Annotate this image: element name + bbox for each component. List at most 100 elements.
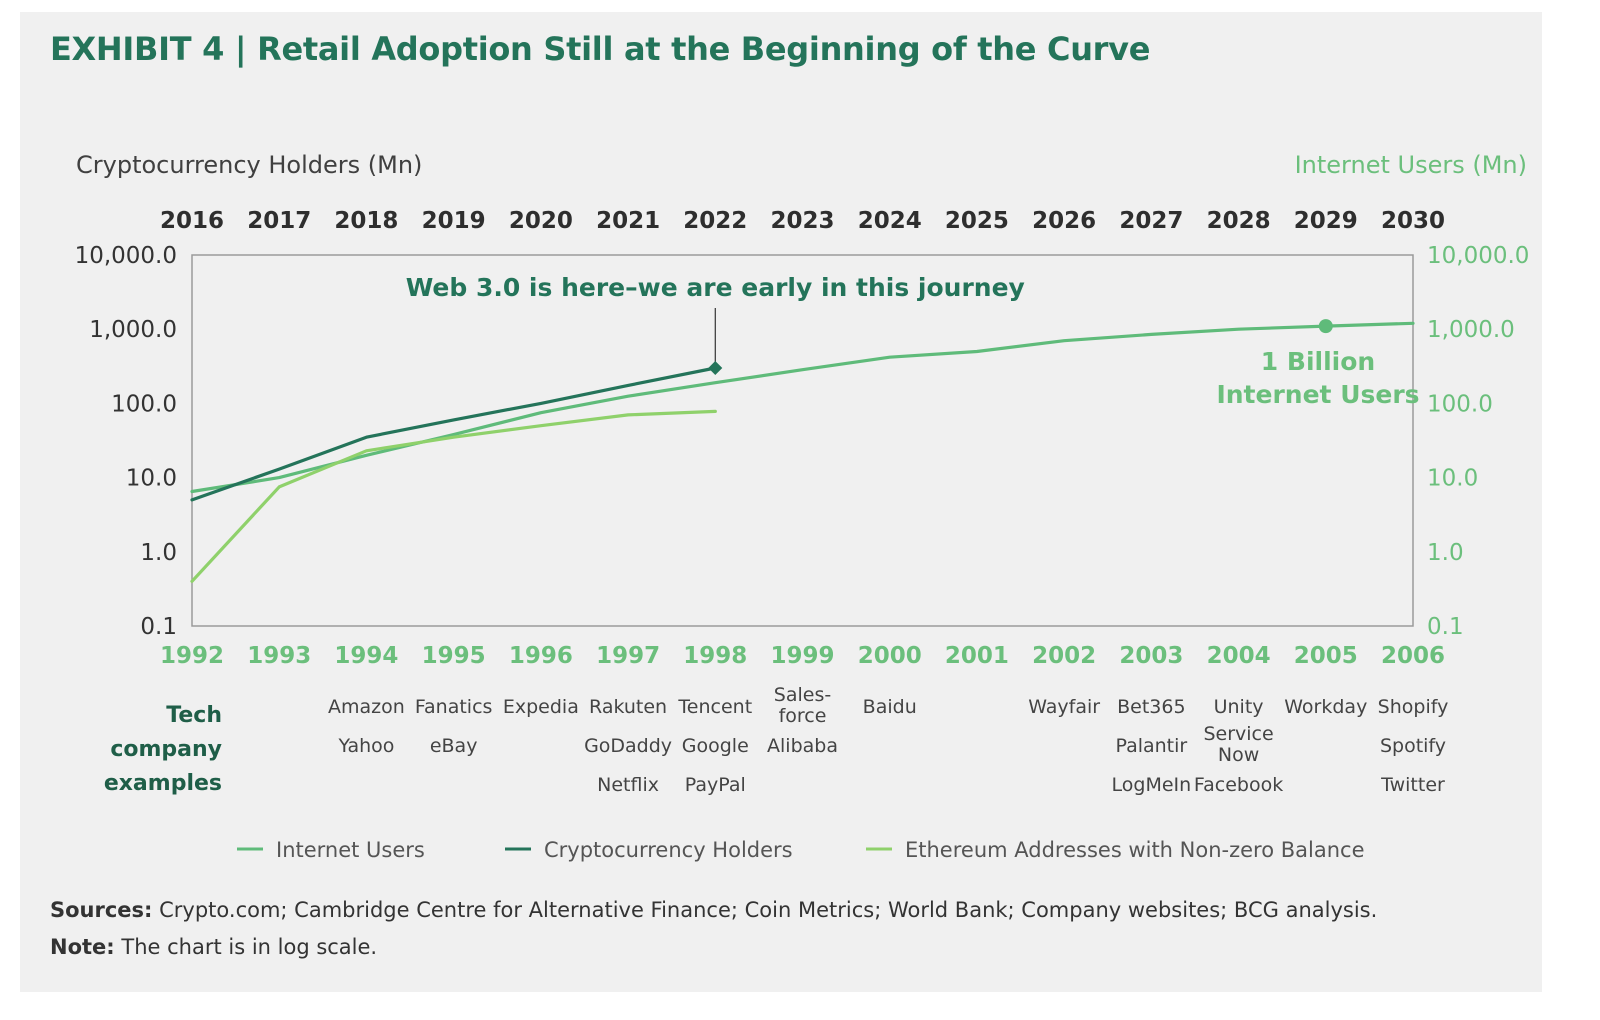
company-name: GoDaddy [584,735,672,757]
internet-users-line [190,321,1415,494]
top-year-tick-2027: 2027 [1119,208,1183,234]
web3-marker [708,360,723,375]
company-name: Wayfair [1028,696,1100,718]
company-name: Spotify [1380,735,1446,757]
left-value-tick: 10,000.0 [75,243,177,269]
bottom-year-tick-1993: 1993 [247,643,311,669]
one-billion-marker [1318,319,1333,334]
web3-annotation: Web 3.0 is here–we are early in this jou… [406,273,1025,302]
company-row-label: company [110,737,222,762]
sources-label: Sources: [50,898,153,922]
company-name: Tencent [677,696,752,718]
top-year-tick-2025: 2025 [945,208,1009,234]
note-label: Note: [50,935,115,959]
company-name: Amazon [328,696,405,718]
tech-company-examples: Tech company examples Amazon Yahoo Fanatics eB… [104,684,1449,796]
one-billion-annotation-line: Internet Users [1216,380,1419,409]
bottom-year-tick-2005: 2005 [1294,643,1358,669]
legend-label: Cryptocurrency Holders [544,838,793,862]
bottom-year-tick-1992: 1992 [160,643,224,669]
company-name: Expedia [503,696,579,718]
bottom-year-axis: 1992 1993 1994 1995 1996 1997 1998 1999 2000 2001… [160,643,1445,669]
ethereum-addresses-line [190,409,717,583]
right-value-tick: 10,000.0 [1427,243,1529,269]
company-name: Netflix [597,774,659,796]
chart-legend: Internet Users Cryptocurrency Holders Ethe… [237,838,1365,862]
sources-line: Sources: Crypto.com; Cambridge Centre fo… [50,898,1377,922]
top-year-tick-2028: 2028 [1207,208,1271,234]
legend-label: Ethereum Addresses with Non-zero Balance [905,838,1365,862]
company-name: Facebook [1194,774,1283,796]
company-name: Palantir [1115,735,1187,757]
left-value-tick: 1,000.0 [89,317,177,343]
top-year-tick-2019: 2019 [422,208,486,234]
annotation-layer: Web 3.0 is here–we are early in this jou… [406,273,1420,409]
bottom-year-tick-1999: 1999 [770,643,834,669]
bottom-year-tick-1994: 1994 [334,643,398,669]
company-row-label: Tech [166,703,222,728]
top-year-tick-2020: 2020 [509,208,573,234]
bottom-year-tick-2001: 2001 [945,643,1009,669]
exhibit-title: EXHIBIT 4 | Retail Adoption Still at the… [50,30,1151,68]
top-year-tick-2026: 2026 [1032,208,1096,234]
company-name: Service [1203,723,1273,745]
footer: Sources: Crypto.com; Cambridge Centre fo… [50,898,1377,972]
left-axis-title: Cryptocurrency Holders (Mn) [76,151,422,179]
company-name: Shopify [1378,696,1449,718]
exhibit-panel [20,12,1542,992]
company-name: Rakuten [589,696,667,718]
one-billion-annotation-line: 1 Billion [1261,347,1375,376]
left-value-tick: 1.0 [140,540,177,566]
company-name: Bet365 [1117,696,1185,718]
right-value-tick: 0.1 [1427,614,1464,640]
bottom-year-tick-2002: 2002 [1032,643,1096,669]
bottom-year-tick-2000: 2000 [858,643,922,669]
company-name: Now [1218,744,1259,766]
company-name: LogMeIn [1112,774,1192,796]
series-layer [190,321,1415,583]
bottom-year-tick-2003: 2003 [1119,643,1183,669]
top-year-tick-2018: 2018 [334,208,398,234]
top-year-tick-2023: 2023 [770,208,834,234]
top-year-tick-2016: 2016 [160,208,224,234]
bottom-year-tick-2006: 2006 [1381,643,1445,669]
company-name: Yahoo [337,735,394,757]
company-row-label: examples [104,771,222,796]
company-name: Unity [1214,696,1264,718]
bottom-year-tick-1995: 1995 [422,643,486,669]
adoption-chart: Cryptocurrency Holders (Mn) Internet Use… [75,151,1530,862]
company-name: Google [682,735,749,757]
sources-text: Crypto.com; Cambridge Centre for Alterna… [152,898,1378,922]
note-text: The chart is in log scale. [114,935,378,959]
note-line: Note: The chart is in log scale. [50,935,1377,959]
bottom-year-tick-2004: 2004 [1207,643,1271,669]
right-value-tick: 10.0 [1427,466,1478,492]
right-value-tick: 1.0 [1427,540,1464,566]
top-year-tick-2024: 2024 [858,208,922,234]
right-value-tick: 100.0 [1427,391,1493,417]
right-axis-title: Internet Users (Mn) [1295,151,1527,179]
axis-titles: Cryptocurrency Holders (Mn) Internet Use… [76,151,1527,179]
top-year-tick-2022: 2022 [683,208,747,234]
top-year-tick-2021: 2021 [596,208,660,234]
top-year-axis: 2016 2017 2018 2019 2020 2021 2022 2023 2024 2025… [160,208,1445,234]
left-value-tick: 10.0 [126,466,177,492]
company-name: Twitter [1380,774,1445,796]
company-name: Baidu [863,696,917,718]
crypto-holders-line [190,366,717,502]
left-value-tick: 0.1 [140,614,177,640]
left-value-axis: 0.1 1.0 10.0 100.0 1,000.0 10,000.0 [75,243,177,640]
plot-border [191,254,1414,627]
company-name: force [779,705,827,727]
company-name: PayPal [685,774,746,796]
legend-label: Internet Users [276,838,425,862]
company-name: Alibaba [767,735,838,757]
top-year-tick-2029: 2029 [1294,208,1358,234]
company-name: Sales- [774,684,831,706]
bottom-year-tick-1996: 1996 [509,643,573,669]
company-name: Fanatics [415,696,493,718]
company-name: Workday [1284,696,1367,718]
left-value-tick: 100.0 [111,391,177,417]
bottom-year-tick-1997: 1997 [596,643,660,669]
right-value-axis: 0.1 1.0 10.0 100.0 1,000.0 10,000.0 [1427,243,1529,640]
